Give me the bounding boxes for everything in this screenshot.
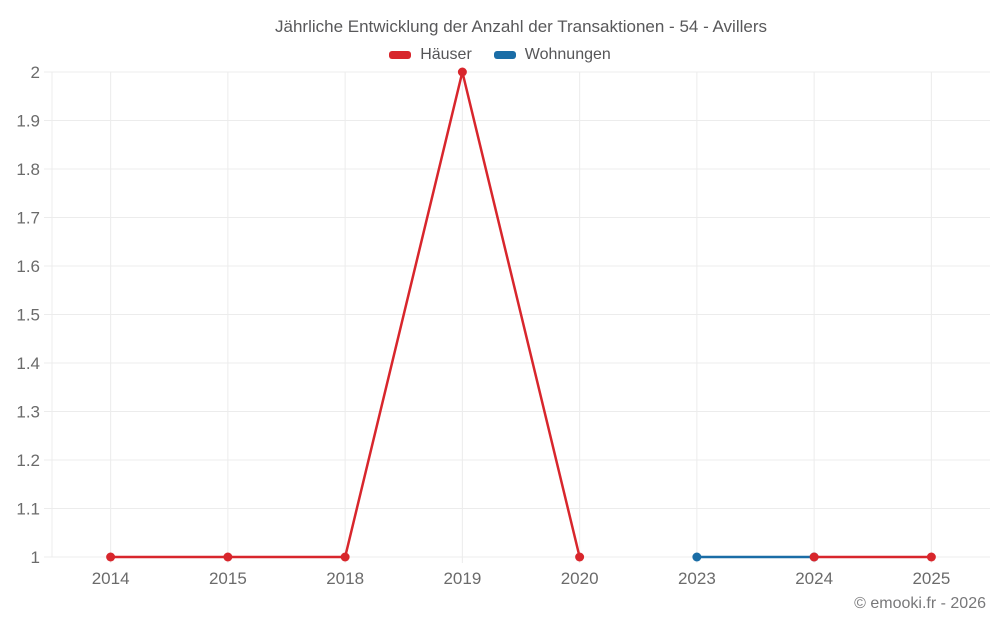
data-point-haeuser[interactable] (926, 552, 936, 562)
data-point-haeuser[interactable] (457, 67, 467, 77)
x-tick-label: 2025 (912, 569, 950, 588)
legend-swatch-wohnungen-icon (493, 51, 516, 59)
data-point-haeuser[interactable] (809, 552, 819, 562)
data-point-haeuser[interactable] (340, 552, 350, 562)
y-tick-label: 1.4 (16, 354, 40, 373)
data-point-haeuser[interactable] (575, 552, 585, 562)
data-point-wohnungen[interactable] (692, 552, 702, 562)
x-tick-label: 2014 (92, 569, 130, 588)
legend-swatch-haeuser-icon (389, 51, 412, 59)
x-tick-label: 2018 (326, 569, 364, 588)
y-tick-label: 1.3 (16, 403, 40, 422)
data-point-haeuser[interactable] (223, 552, 233, 562)
chart-legend: Häuser Wohnungen (42, 46, 958, 64)
x-tick-label: 2019 (443, 569, 481, 588)
x-tick-label: 2023 (678, 569, 716, 588)
y-tick-label: 1 (31, 548, 40, 567)
chart-title: Jährliche Entwicklung der Anzahl der Tra… (275, 17, 767, 36)
y-tick-label: 1.8 (16, 160, 40, 179)
x-tick-label: 2024 (795, 569, 833, 588)
y-tick-label: 2 (31, 63, 40, 82)
y-tick-label: 1.5 (16, 306, 40, 325)
x-tick-label: 2020 (561, 569, 599, 588)
y-tick-label: 1.2 (16, 451, 40, 470)
copyright: © emooki.fr - 2026 (854, 595, 986, 612)
legend-label-haeuser: Häuser (420, 46, 472, 63)
y-tick-label: 1.7 (16, 209, 40, 228)
y-tick-label: 1.6 (16, 257, 40, 276)
y-tick-label: 1.9 (16, 112, 40, 131)
y-tick-label: 1.1 (16, 500, 40, 519)
legend-label-wohnungen: Wohnungen (524, 46, 611, 63)
legend-item-haeuser[interactable]: Häuser (389, 46, 472, 64)
legend-item-wohnungen[interactable]: Wohnungen (493, 46, 611, 64)
data-point-haeuser[interactable] (106, 552, 116, 562)
x-tick-label: 2015 (209, 569, 247, 588)
